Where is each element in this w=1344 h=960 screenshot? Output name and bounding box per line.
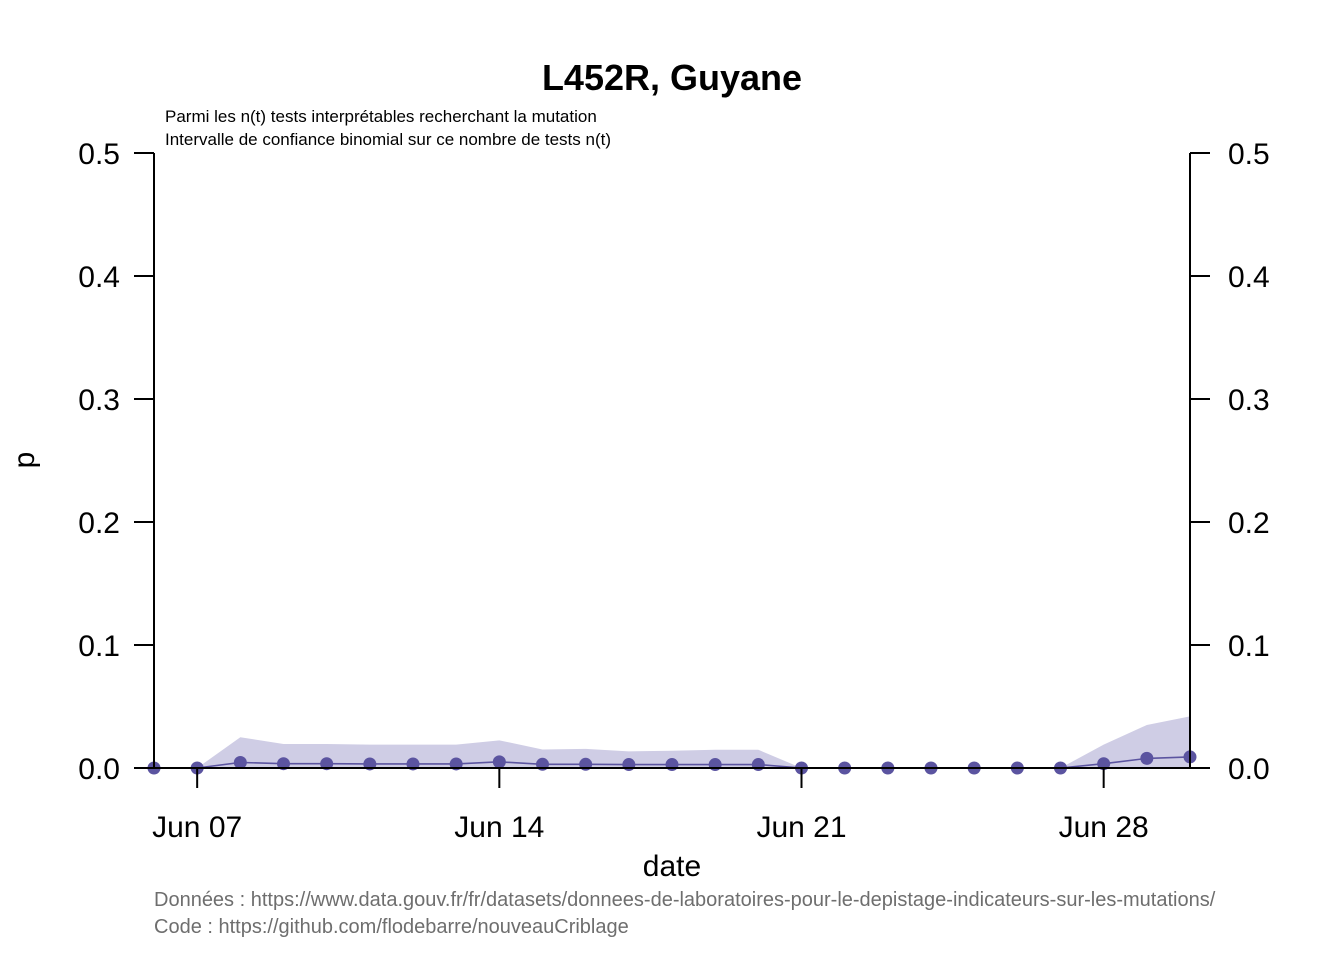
x-tick-label: Jun 28 [1059,811,1149,844]
data-point [233,755,247,769]
code-source-caption: Code : https://github.com/flodebarre/nou… [154,916,629,938]
y-axis-title: p [8,452,41,469]
right-y-tick-label: 0.3 [1228,384,1270,417]
chart-subtitle-line-1: Parmi les n(t) tests interprétables rech… [165,107,597,126]
left-y-ticks: 0.0 0.1 0.2 0.3 0.4 0.5 [78,138,154,786]
x-axis-title: date [643,850,701,883]
x-tick-label: Jun 14 [454,811,544,844]
x-tick-label: Jun 21 [756,811,846,844]
data-point [1097,757,1111,771]
data-point [277,757,290,771]
right-y-tick-label: 0.5 [1228,138,1270,171]
data-point [1140,751,1154,765]
data-point [708,758,722,772]
data-point [751,758,765,772]
x-tick-label: Jun 07 [152,811,242,844]
data-point [492,755,506,769]
right-y-tick-label: 0.2 [1228,507,1270,540]
left-y-tick-label: 0.0 [78,753,120,786]
chart-subtitle-line-2: Intervalle de confiance binomial sur ce … [165,130,611,149]
data-source-caption: Données : https://www.data.gouv.fr/fr/da… [154,889,1216,911]
chart-title: L452R, Guyane [542,57,802,98]
left-y-tick-label: 0.2 [78,507,120,540]
right-y-ticks: 0.0 0.1 0.2 0.3 0.4 0.5 [1190,138,1270,786]
plot-area [147,716,1197,775]
data-point [320,757,334,771]
confidence-band-layer [154,716,1190,768]
right-y-tick-label: 0.4 [1228,261,1270,294]
left-y-tick-label: 0.1 [78,630,120,663]
right-y-tick-label: 0.0 [1228,753,1270,786]
x-ticks: Jun 07 Jun 14 Jun 21 Jun 28 [152,768,1149,844]
axes: 0.0 0.1 0.2 0.3 0.4 0.5 0.0 0.1 0.2 0.3 0.4 0.5 Ju… [78,138,1269,844]
left-y-tick-label: 0.5 [78,138,120,171]
right-y-tick-label: 0.1 [1228,630,1270,663]
left-y-tick-label: 0.3 [78,384,120,417]
data-point [622,758,636,772]
left-y-tick-label: 0.4 [78,261,120,294]
confidence-band [154,716,1190,768]
data-point [665,758,679,772]
